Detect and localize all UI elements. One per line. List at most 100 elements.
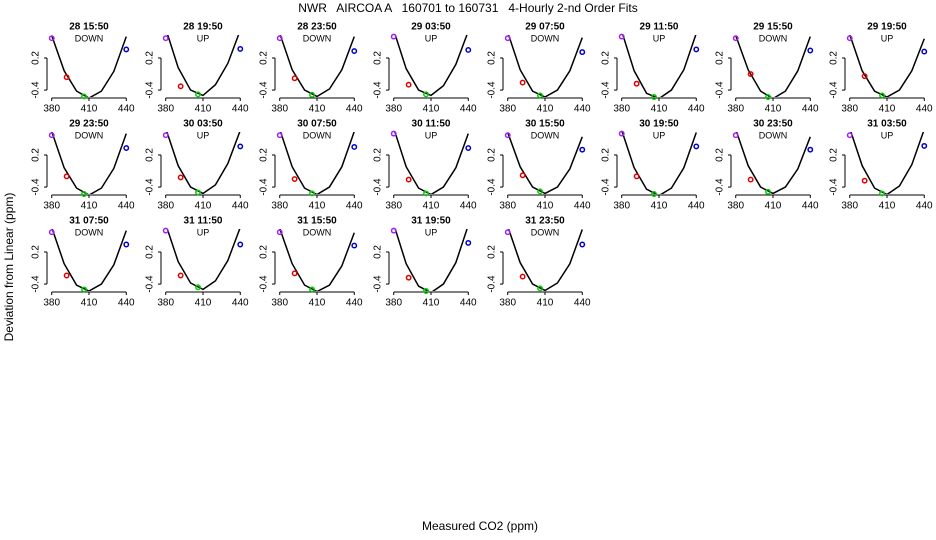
x-tick-label: 410 (81, 201, 98, 212)
x-tick-label: 380 (157, 298, 174, 309)
panel-title: 28 23:50 (297, 22, 337, 33)
panel-label: UP (197, 227, 210, 237)
x-tick-label: 440 (346, 298, 363, 309)
data-point (237, 45, 244, 52)
y-tick-label: -0.4 (145, 275, 156, 293)
data-point (765, 188, 771, 195)
panel-label: DOWN (75, 227, 104, 237)
data-point (921, 48, 928, 55)
data-point (195, 284, 201, 291)
y-tick-label: 0.2 (31, 148, 42, 162)
data-point (291, 270, 298, 277)
y-tick-label: 0.2 (487, 51, 498, 65)
fit-curve (166, 35, 240, 97)
x-tick-label: 380 (385, 298, 402, 309)
x-tick-label: 440 (802, 104, 819, 115)
data-point (123, 46, 130, 53)
data-point (846, 35, 853, 42)
data-point (579, 241, 586, 248)
x-axis-label: Measured CO2 (ppm) (422, 519, 538, 533)
y-tick-label: -0.4 (829, 178, 840, 196)
data-point (618, 33, 625, 40)
x-tick-label: 410 (81, 298, 98, 309)
panel-title: 30 23:50 (753, 119, 793, 130)
y-tick-label: 0.2 (31, 245, 42, 259)
data-point (123, 145, 130, 151)
data-point (276, 132, 283, 139)
fit-curve (279, 132, 355, 194)
y-tick-label: -0.4 (259, 81, 270, 99)
data-point (405, 81, 412, 88)
y-tick-label: -0.4 (373, 178, 384, 196)
fit-curve (850, 132, 925, 194)
panel-label: UP (881, 130, 894, 140)
data-point (633, 80, 640, 87)
data-point (732, 35, 739, 42)
data-point (276, 229, 283, 236)
x-tick-label: 410 (879, 201, 896, 212)
data-point (651, 94, 657, 100)
x-tick-label: 380 (841, 104, 858, 115)
x-tick-label: 440 (118, 104, 135, 115)
data-point (579, 49, 586, 56)
data-point (579, 146, 586, 153)
data-point (423, 288, 429, 294)
data-point (309, 286, 315, 293)
y-tick-label: -0.4 (487, 81, 498, 99)
data-point (504, 229, 511, 236)
data-point (81, 93, 87, 100)
y-tick-label: -0.4 (715, 81, 726, 99)
data-point (162, 227, 169, 234)
y-tick-label: -0.4 (601, 178, 612, 196)
data-point (48, 35, 55, 42)
y-tick-label: 0.2 (715, 51, 726, 65)
data-point (765, 94, 771, 100)
x-tick-label: 380 (271, 104, 288, 115)
x-tick-label: 380 (499, 298, 516, 309)
y-tick-label: -0.4 (487, 178, 498, 196)
y-tick-label: -0.4 (487, 275, 498, 293)
x-tick-label: 440 (232, 201, 249, 212)
panel-title: 28 15:50 (69, 22, 109, 33)
fit-curve (735, 35, 811, 97)
panel-label: DOWN (303, 227, 332, 237)
data-point (465, 47, 472, 53)
x-tick-label: 380 (43, 104, 60, 115)
x-tick-label: 440 (688, 104, 705, 115)
x-tick-label: 410 (309, 201, 326, 212)
panel-title: 28 19:50 (183, 22, 223, 33)
fit-curve (849, 35, 925, 97)
x-tick-label: 440 (688, 201, 705, 212)
y-tick-label: 0.2 (715, 148, 726, 162)
x-tick-label: 380 (841, 201, 858, 212)
y-tick-label: 0.2 (487, 245, 498, 259)
x-tick-label: 380 (385, 104, 402, 115)
x-tick-label: 410 (537, 201, 554, 212)
y-tick-label: 0.2 (829, 148, 840, 162)
panel-label: DOWN (75, 33, 104, 43)
data-point (351, 242, 358, 249)
panel-label: UP (197, 130, 210, 140)
data-point (807, 47, 814, 54)
data-point (177, 174, 184, 181)
data-point (291, 176, 298, 182)
data-point (465, 239, 472, 246)
fit-curve (507, 35, 583, 97)
data-point (309, 91, 315, 98)
x-tick-label: 410 (651, 201, 668, 212)
y-tick-label: 0.2 (373, 51, 384, 65)
x-tick-label: 410 (309, 298, 326, 309)
y-tick-label: -0.4 (829, 81, 840, 99)
data-point (693, 46, 700, 53)
x-tick-label: 410 (195, 298, 212, 309)
y-tick-label: 0.2 (601, 51, 612, 65)
data-point (63, 173, 70, 180)
x-tick-label: 410 (423, 104, 440, 115)
data-point (291, 75, 298, 82)
